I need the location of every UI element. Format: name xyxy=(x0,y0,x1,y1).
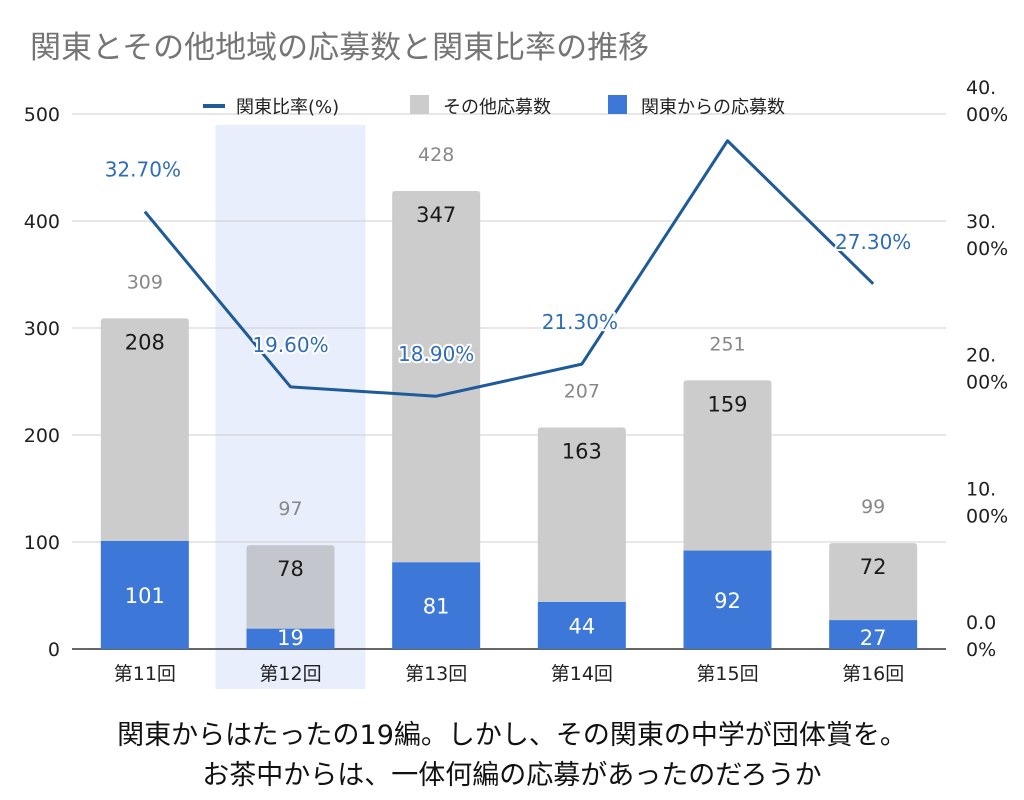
line-value-label: 21.30% xyxy=(542,310,618,334)
gridlines xyxy=(72,113,946,650)
right-tick-label: 20. 00% xyxy=(966,345,1008,394)
caption-line-1: 関東からはたったの19編。しかし、その関東の中学が団体賞を。 xyxy=(117,720,907,751)
x-tick-label: 第12回 xyxy=(259,663,321,685)
bar-other xyxy=(829,543,918,621)
ratio-line xyxy=(143,139,875,398)
legend: 関東比率(%) その他応募数 関東からの応募数 xyxy=(203,95,785,118)
chart: 関東とその他地域の応募数と関東比率の推移 208 101 309 78 19 97 347 8… xyxy=(24,30,1009,689)
bar-kanto-value: 44 xyxy=(568,614,595,638)
left-tick-label: 400 xyxy=(24,211,60,233)
bar-kanto xyxy=(829,620,918,649)
bar-kanto-value: 19 xyxy=(277,626,304,650)
bar-kanto xyxy=(683,550,772,649)
x-tick-label: 第14回 xyxy=(551,663,613,685)
x-tick-label: 第11回 xyxy=(114,663,176,685)
bar-other xyxy=(537,427,626,602)
legend-label: 関東からの応募数 xyxy=(641,97,785,118)
bar-kanto-value: 101 xyxy=(125,584,165,608)
x-tick-label: 第16回 xyxy=(842,663,904,685)
line-value-halo: 21.30% xyxy=(542,310,618,334)
legend-label: その他応募数 xyxy=(443,97,551,118)
data-labels: 208 101 309 78 19 97 347 81 428 163 44 207 159 92 251 7… xyxy=(103,144,914,650)
bar-total-label: 251 xyxy=(709,333,745,355)
bar-total-label: 428 xyxy=(418,144,454,166)
axes: 0 100 200 300 400 500 0.0 0% 10. 00% 20. 00% 30. 00% 4… xyxy=(24,77,1009,685)
bar-other-value: 347 xyxy=(416,203,456,227)
bar-total-label: 207 xyxy=(564,381,600,403)
bar-other-value: 163 xyxy=(562,440,602,464)
bar-other-value: 72 xyxy=(860,555,887,579)
right-tick-label: 10. 00% xyxy=(966,478,1008,527)
bar-other-value: 208 xyxy=(125,330,165,354)
left-tick-label: 100 xyxy=(24,532,60,554)
ratio-line-path xyxy=(143,139,875,398)
x-tick-label: 第13回 xyxy=(405,663,467,685)
bar-other xyxy=(100,318,189,541)
bar-kanto-value: 92 xyxy=(714,589,741,613)
chart-title: 関東とその他地域の応募数と関東比率の推移 xyxy=(30,30,649,66)
bar-other-value: 78 xyxy=(277,557,304,581)
x-tick-label: 第15回 xyxy=(696,663,758,685)
left-tick-label: 500 xyxy=(24,104,60,126)
caption-line-2: お茶中からは、一体何編の応募があったのだろうか xyxy=(202,760,822,791)
bar-kanto xyxy=(100,540,189,649)
bar-kanto-value: 81 xyxy=(423,595,450,619)
bar-other-value: 159 xyxy=(707,392,747,416)
line-value-halo: 32.70% xyxy=(105,158,181,182)
line-value-label: 18.90% xyxy=(398,342,474,366)
line-value-halo: 19.60% xyxy=(252,333,328,357)
legend-line-swatch xyxy=(203,104,225,108)
right-tick-label: 0.0 0% xyxy=(966,612,996,661)
bar-kanto-value: 27 xyxy=(860,626,887,650)
bar-other xyxy=(246,545,335,629)
bar-total-label: 309 xyxy=(127,271,163,293)
bars xyxy=(100,191,918,649)
legend-label: 関東比率(%) xyxy=(236,97,339,118)
line-value-halo: 27.30% xyxy=(835,230,911,254)
line-value-label: 19.60% xyxy=(252,333,328,357)
legend-box-swatch xyxy=(608,95,627,114)
left-tick-label: 300 xyxy=(24,318,60,340)
line-value-halo: 18.90% xyxy=(398,342,474,366)
bar-total-label: 99 xyxy=(861,496,885,518)
left-tick-label: 200 xyxy=(24,425,60,447)
line-value-label: 27.30% xyxy=(835,230,911,254)
bar-other xyxy=(683,380,772,551)
bar-kanto xyxy=(392,562,481,649)
legend-box-swatch xyxy=(410,95,429,114)
right-tick-label: 40. 00% xyxy=(966,77,1008,126)
line-value-label: 32.70% xyxy=(105,158,181,182)
bar-other xyxy=(392,191,481,563)
bar-kanto xyxy=(537,601,626,649)
bar-kanto xyxy=(246,628,335,649)
right-tick-label: 30. 00% xyxy=(966,211,1008,260)
left-tick-label: 0 xyxy=(48,639,60,661)
bar-total-label: 97 xyxy=(278,498,302,520)
